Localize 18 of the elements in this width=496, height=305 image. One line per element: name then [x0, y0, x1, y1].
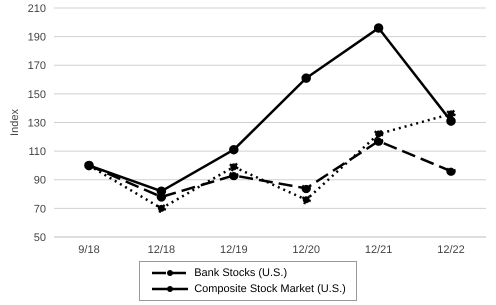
- legend-label: Bank Stocks (U.S.): [194, 267, 288, 279]
- legend-label: Composite Stock Market (U.S.): [194, 283, 346, 295]
- x-tick-label: 12/21: [364, 244, 392, 256]
- y-tick-label: 150: [28, 88, 46, 101]
- y-tick-label: 170: [28, 60, 46, 72]
- x-tick-label: 12/19: [220, 244, 248, 256]
- y-tick-label: 50: [34, 232, 46, 244]
- y-tick-label: 110: [28, 146, 46, 158]
- y-tick-label: 190: [28, 32, 46, 44]
- y-axis-title: Index: [8, 108, 21, 136]
- y-tick-label: 90: [34, 174, 46, 187]
- x-tick-label: 12/18: [148, 244, 176, 256]
- y-tick-label: 70: [34, 203, 46, 216]
- x-tick-label: 12/22: [437, 244, 465, 256]
- y-tick-label: 130: [28, 117, 46, 130]
- x-tick-label: 9/18: [78, 244, 100, 256]
- x-tick-label: 12/20: [292, 244, 320, 256]
- y-tick-label: 210: [28, 2, 46, 15]
